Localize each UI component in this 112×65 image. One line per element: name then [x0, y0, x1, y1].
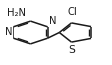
Text: Cl: Cl [67, 7, 77, 17]
Text: S: S [68, 45, 75, 55]
Text: N: N [5, 27, 12, 37]
Text: H₂N: H₂N [7, 8, 26, 18]
Text: N: N [48, 16, 56, 25]
